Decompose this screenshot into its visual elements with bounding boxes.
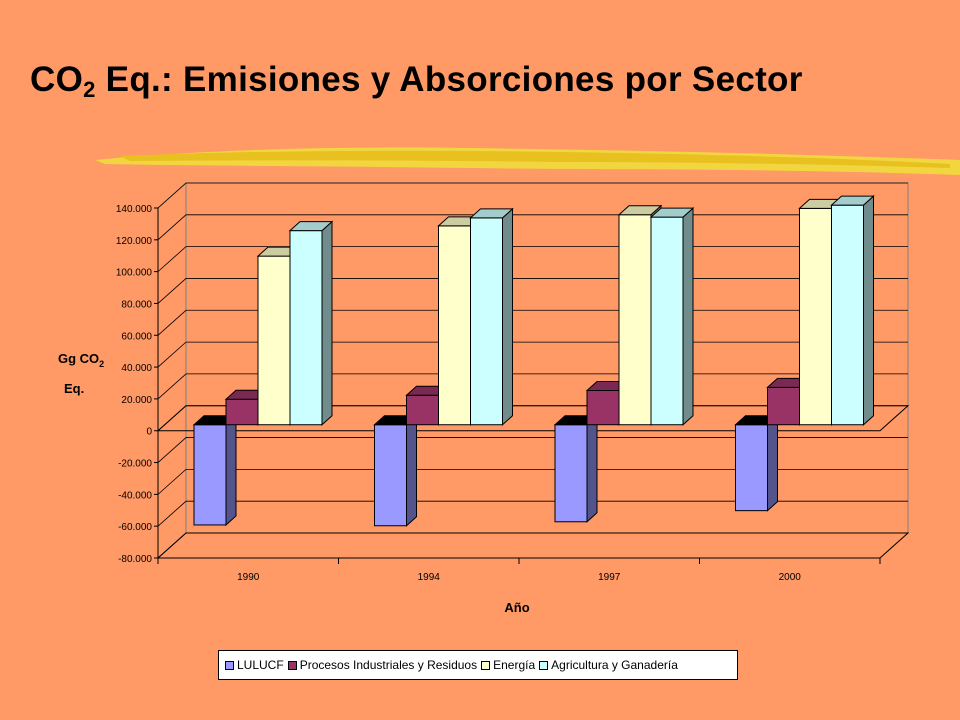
y-tick-label: -40.000 [118,490,152,501]
gridline [157,437,908,463]
y-tick-label: 20.000 [121,395,152,406]
legend-item: Agricultura y Ganadería [539,658,678,672]
y-tick-label: 120.000 [116,236,153,247]
x-axis-title: Año [504,600,529,615]
gridline [157,468,908,495]
bar-lulucf-1990 [192,414,238,527]
y-tick-label: 40.000 [121,363,152,374]
y-tick-label: 140.000 [116,204,153,215]
y-axis-title: Gg CO2 [58,351,104,369]
legend-label: LULUCF [237,658,284,672]
y-tick-label: 0 [146,427,152,438]
y-tick-label: -20.000 [118,459,152,470]
gridline [157,500,908,527]
legend-label: Procesos Industriales y Residuos [299,658,478,672]
legend-item: Energía [481,658,535,672]
y-tick-label: 80.000 [121,299,152,310]
zero-plane [156,405,910,432]
y-tick-label: -80.000 [118,554,152,565]
bar-lulucf-1997 [553,414,599,523]
chart-bars [192,195,875,527]
gridline [157,182,908,209]
bar-lulucf-1994 [373,414,418,527]
chart-floor [156,532,910,559]
y-tick-label: 100.000 [116,268,153,279]
bar-agricultura-y-ganader-a-1997 [649,206,695,426]
bar-agricultura-y-ganader-a-2000 [830,195,875,426]
legend-swatch [225,660,234,670]
y-tick-label: -60.000 [118,522,152,533]
chart-ticks: 140.000 120.000 100.000 80.000 60.000 40.000 2… [116,204,801,583]
x-tick-label: 1990 [237,572,260,583]
legend-item: Procesos Industriales y Residuos [287,658,478,672]
slide-title: CO2 Eq.: Emisiones y Absorciones por Sec… [30,60,803,102]
bar-agricultura-y-ganader-a-1990 [288,220,334,426]
chart-side-wall [157,181,187,560]
legend-label: Energía [493,658,536,672]
y-tick-label: 60.000 [121,331,152,342]
gridline [157,532,908,559]
bar-agricultura-y-ganader-a-1994 [469,207,514,426]
legend-label: Agricultura y Ganadería [551,658,678,672]
chart-legend: LULUCF Procesos Industriales y Residuos En… [218,650,738,680]
legend-swatch [287,660,297,670]
y-axis-title-line2: Eq. [64,381,84,396]
legend-swatch [481,660,491,670]
bar-lulucf-2000 [734,414,779,512]
x-tick-label: 1997 [598,572,621,583]
legend-item: LULUCF [225,658,284,672]
x-tick-label: 1994 [418,572,441,583]
chart-grid [154,181,910,564]
legend-swatch [539,660,549,670]
x-tick-label: 2000 [779,572,802,583]
